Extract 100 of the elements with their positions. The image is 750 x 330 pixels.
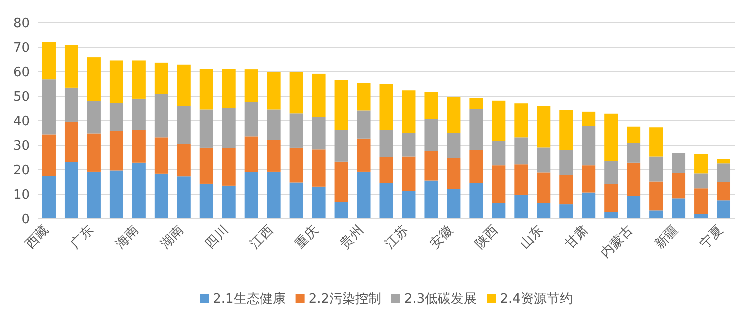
bar (470, 109, 484, 150)
bar (312, 74, 326, 118)
bar (492, 166, 506, 204)
bar (650, 128, 664, 157)
x-tick-label: 重庆 (292, 223, 322, 252)
bar (650, 156, 664, 182)
bar (222, 186, 236, 219)
bar (42, 42, 56, 80)
bar (244, 136, 258, 172)
bar (582, 166, 596, 193)
bar (402, 191, 416, 219)
y-tick-label: 70 (13, 41, 30, 56)
bar (424, 151, 438, 181)
bar (267, 110, 281, 140)
bar (267, 172, 281, 219)
bar (694, 174, 708, 189)
y-tick-label: 10 (13, 188, 30, 203)
bar (64, 122, 78, 162)
bar (267, 72, 281, 110)
x-tick-label: 广东 (68, 223, 98, 252)
bar (312, 150, 326, 187)
bar (267, 140, 281, 172)
bar (582, 112, 596, 126)
bar (560, 150, 574, 176)
bar (560, 110, 574, 150)
bar (290, 148, 304, 183)
x-tick-label: 内蒙古 (598, 223, 637, 262)
legend-label: 2.1生态健康 (213, 292, 286, 307)
bar (132, 60, 146, 99)
bar (132, 98, 146, 130)
y-tick-label: 30 (13, 139, 30, 154)
bar (402, 156, 416, 192)
x-tick-label: 山东 (518, 223, 547, 252)
bar (514, 164, 528, 195)
bar (244, 172, 258, 219)
bar (694, 154, 708, 174)
bar (42, 176, 56, 219)
bar (470, 150, 484, 184)
bar (154, 62, 168, 94)
bar (627, 196, 641, 219)
bar (447, 96, 461, 134)
bar (604, 184, 618, 212)
y-tick-label: 40 (13, 114, 30, 130)
legend-label: 2.2污染控制 (308, 292, 382, 307)
bar (244, 102, 258, 137)
bar (64, 88, 78, 122)
bar (627, 162, 641, 196)
bar (290, 72, 304, 114)
bar (560, 204, 574, 219)
bar (537, 148, 551, 173)
bar (582, 126, 596, 166)
bar (87, 172, 101, 219)
bar (200, 69, 214, 110)
bar (650, 210, 664, 219)
bar (380, 157, 394, 184)
bar (87, 134, 101, 172)
bar (604, 114, 618, 162)
bar (290, 114, 304, 148)
bar (132, 130, 146, 163)
bar (64, 45, 78, 88)
bar (402, 90, 416, 134)
bar (200, 184, 214, 219)
bar (694, 214, 708, 219)
bar (627, 143, 641, 163)
bar (290, 182, 304, 219)
y-tick-label: 60 (13, 66, 30, 80)
y-tick-label: 20 (13, 164, 30, 178)
bar (244, 70, 258, 102)
bar (132, 162, 146, 219)
bar (177, 144, 191, 177)
legend-label: 2.3低碳发展 (404, 292, 478, 307)
bar (154, 138, 168, 174)
bar (110, 103, 124, 132)
bar (380, 84, 394, 130)
bar (537, 172, 551, 204)
bar (200, 110, 214, 148)
bar (42, 134, 56, 176)
bar (357, 83, 371, 111)
bar (334, 130, 348, 162)
bar (402, 133, 416, 157)
bar (110, 60, 124, 104)
x-tick-label: 贵州 (338, 223, 367, 252)
bar (650, 182, 664, 211)
bar (717, 164, 731, 182)
bar (447, 158, 461, 190)
x-tick-label: 新疆 (652, 223, 682, 252)
bar (560, 175, 574, 205)
bar (424, 92, 438, 120)
bar (717, 159, 731, 164)
bar (424, 180, 438, 219)
bar (64, 162, 78, 219)
bar (694, 188, 708, 214)
bar (334, 80, 348, 130)
bar (177, 64, 191, 106)
bar (604, 161, 618, 184)
x-tick-label: 陕西 (472, 223, 502, 252)
bar (222, 69, 236, 108)
x-tick-label: 宁夏 (696, 222, 727, 252)
bar (582, 192, 596, 219)
x-tick-label: 江苏 (382, 223, 412, 252)
